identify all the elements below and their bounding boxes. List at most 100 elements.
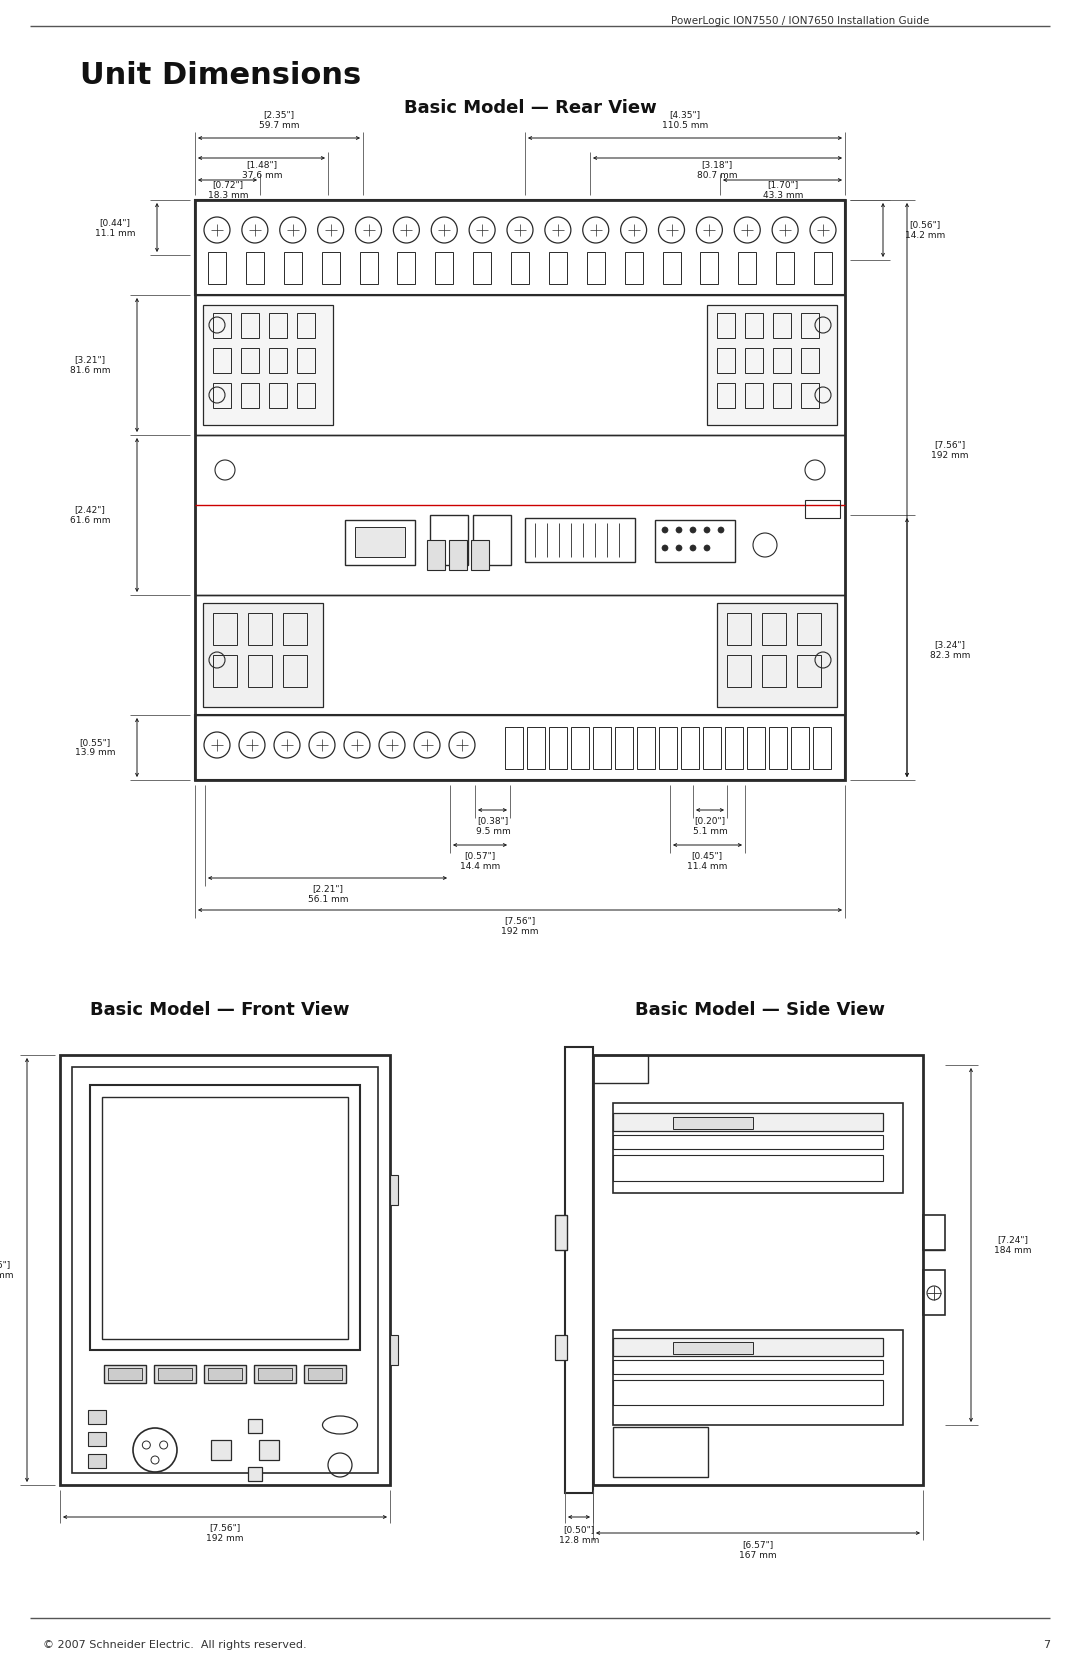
Bar <box>707 305 837 426</box>
Text: [4.35"]
110.5 mm: [4.35"] 110.5 mm <box>662 110 708 130</box>
Text: [0.72"]
18.3 mm: [0.72"] 18.3 mm <box>207 180 248 200</box>
Bar <box>269 382 287 407</box>
Bar <box>745 382 762 407</box>
Bar <box>791 728 809 769</box>
Bar <box>104 1365 146 1384</box>
Bar <box>613 1103 903 1193</box>
Bar <box>259 1440 279 1460</box>
Bar <box>747 728 765 769</box>
Bar <box>213 349 231 372</box>
Bar <box>473 252 491 284</box>
Bar <box>703 728 721 769</box>
Text: Unit Dimensions: Unit Dimensions <box>80 60 361 90</box>
Bar <box>814 252 832 284</box>
Bar <box>801 349 819 372</box>
Bar <box>211 1440 231 1460</box>
Bar <box>613 1330 903 1425</box>
Bar <box>797 613 821 644</box>
Bar <box>725 728 743 769</box>
Bar <box>241 349 259 372</box>
Bar <box>72 1066 378 1474</box>
Circle shape <box>690 546 696 551</box>
Bar <box>555 1335 567 1360</box>
Bar <box>549 728 567 769</box>
Bar <box>923 1215 945 1250</box>
Text: [7.56"]
192 mm: [7.56"] 192 mm <box>931 441 969 459</box>
Bar <box>745 349 762 372</box>
Bar <box>549 252 567 284</box>
Bar <box>615 728 633 769</box>
Bar <box>60 1055 390 1485</box>
Bar <box>435 252 454 284</box>
Bar <box>727 613 751 644</box>
Bar <box>449 541 467 571</box>
Circle shape <box>690 527 696 532</box>
Circle shape <box>676 546 681 551</box>
Bar <box>777 252 794 284</box>
Bar <box>241 314 259 339</box>
Bar <box>700 252 718 284</box>
Bar <box>195 295 845 436</box>
Bar <box>593 1055 648 1083</box>
Text: [1.70"]
43.3 mm: [1.70"] 43.3 mm <box>762 180 804 200</box>
Bar <box>397 252 416 284</box>
Bar <box>248 1419 262 1434</box>
Bar <box>624 252 643 284</box>
Bar <box>208 252 226 284</box>
Bar <box>769 728 787 769</box>
Bar <box>773 314 791 339</box>
Bar <box>654 521 735 562</box>
Bar <box>87 1454 106 1469</box>
Bar <box>797 654 821 688</box>
Bar <box>525 517 635 562</box>
Text: [0.57"]
14.4 mm: [0.57"] 14.4 mm <box>460 851 500 871</box>
Text: [0.50"]
12.8 mm: [0.50"] 12.8 mm <box>558 1525 599 1545</box>
Bar <box>87 1410 106 1424</box>
Bar <box>213 613 237 644</box>
Bar <box>801 382 819 407</box>
Bar <box>527 728 545 769</box>
Bar <box>90 1085 360 1350</box>
Circle shape <box>676 527 681 532</box>
Bar <box>717 603 837 708</box>
Text: © 2007 Schneider Electric.  All rights reserved.: © 2007 Schneider Electric. All rights re… <box>43 1641 307 1651</box>
Bar <box>662 252 680 284</box>
Bar <box>613 1135 883 1148</box>
Bar <box>248 1467 262 1480</box>
Bar <box>637 728 654 769</box>
Bar <box>923 1270 945 1315</box>
Bar <box>154 1365 195 1384</box>
Bar <box>565 1046 593 1494</box>
Bar <box>473 516 511 566</box>
Bar <box>208 1369 242 1380</box>
Bar <box>555 1215 567 1250</box>
Bar <box>297 382 315 407</box>
Bar <box>204 1365 246 1384</box>
Text: [0.44"]
11.1 mm: [0.44"] 11.1 mm <box>95 219 135 237</box>
Text: [0.38"]
9.5 mm: [0.38"] 9.5 mm <box>475 816 511 836</box>
Bar <box>248 654 272 688</box>
Bar <box>258 1369 292 1380</box>
Bar <box>213 382 231 407</box>
Text: Basic Model — Side View: Basic Model — Side View <box>635 1001 885 1020</box>
Bar <box>613 1360 883 1374</box>
Bar <box>427 541 445 571</box>
Bar <box>246 252 264 284</box>
Circle shape <box>718 527 724 532</box>
Text: [2.42"]
61.6 mm: [2.42"] 61.6 mm <box>70 506 110 524</box>
Bar <box>195 714 845 779</box>
Circle shape <box>704 546 710 551</box>
Text: [7.56"]
192 mm: [7.56"] 192 mm <box>0 1260 14 1280</box>
Bar <box>297 314 315 339</box>
Bar <box>762 613 786 644</box>
Bar <box>248 613 272 644</box>
Bar <box>613 1380 883 1405</box>
Bar <box>390 1335 399 1365</box>
Bar <box>471 541 489 571</box>
Bar <box>322 252 339 284</box>
Text: [3.24"]
82.3 mm: [3.24"] 82.3 mm <box>930 641 970 659</box>
Bar <box>805 501 840 517</box>
Bar <box>613 1155 883 1182</box>
Bar <box>269 314 287 339</box>
Text: [0.45"]
11.4 mm: [0.45"] 11.4 mm <box>687 851 727 871</box>
